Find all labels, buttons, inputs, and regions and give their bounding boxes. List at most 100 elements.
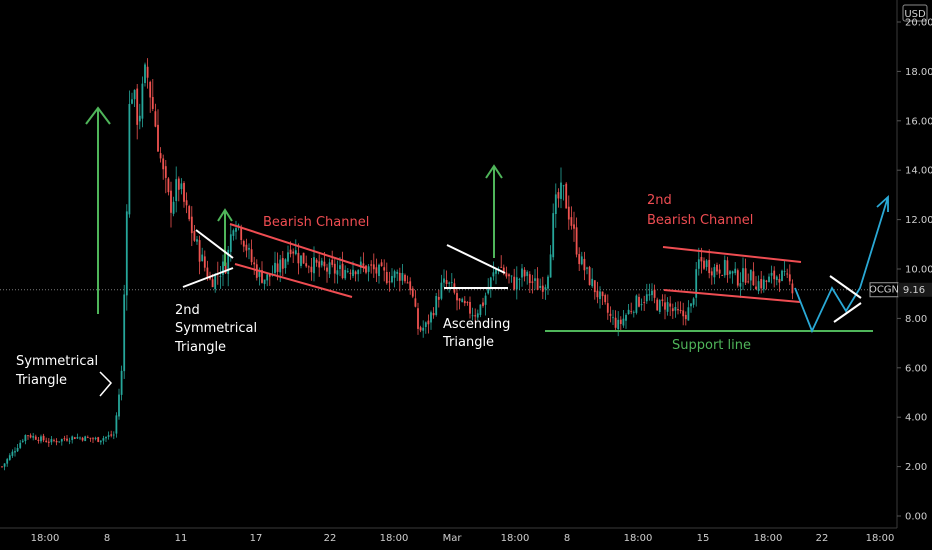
- last-price-label: 9.16: [903, 285, 925, 296]
- candle-body: [289, 249, 292, 255]
- candle-body: [149, 81, 152, 98]
- candle-body: [742, 268, 744, 282]
- annotation-ascending-triangle: Ascending Triangle: [442, 317, 515, 350]
- candle-body: [32, 436, 35, 438]
- candle-body: [268, 274, 271, 277]
- candle-body: [599, 291, 601, 300]
- candle-body: [638, 296, 640, 307]
- candle-body: [279, 259, 282, 273]
- candle-body: [131, 99, 133, 104]
- candle-body: [274, 262, 276, 273]
- x-tick-label: 22: [324, 533, 337, 544]
- candle-body: [339, 265, 341, 269]
- candle-body: [531, 281, 534, 283]
- candle-body: [786, 273, 789, 275]
- triangle-2: [182, 229, 234, 288]
- candle-body: [383, 267, 386, 271]
- candle-body: [721, 275, 724, 276]
- candle-body: [419, 327, 422, 331]
- currency-box[interactable]: USD: [902, 4, 928, 22]
- candle-body: [463, 300, 466, 304]
- x-tick-label: 18:00: [501, 533, 530, 544]
- x-tick-label: 18:00: [624, 533, 653, 544]
- candle-body: [37, 439, 40, 441]
- candle-body: [235, 228, 237, 232]
- candle-body: [318, 261, 321, 268]
- candle-body: [510, 275, 513, 277]
- candle-body: [378, 264, 380, 277]
- candle-body: [596, 290, 599, 298]
- candle-body: [1, 466, 3, 468]
- candle-body: [180, 183, 183, 190]
- candle-body: [669, 303, 672, 307]
- candle-body: [674, 307, 677, 311]
- ascending-triangle: [444, 244, 508, 289]
- candle-body: [593, 280, 596, 293]
- up-arrow-2: [217, 208, 233, 266]
- candle-body: [570, 217, 573, 226]
- candle-body: [586, 267, 588, 269]
- annotation-bearish-channel: Bearish Channel: [263, 215, 369, 230]
- candle-body: [424, 322, 427, 327]
- candle-body: [292, 251, 295, 254]
- candle-body: [443, 278, 445, 283]
- candle-body: [232, 230, 235, 236]
- drawings: [85, 106, 889, 397]
- candle-body: [138, 115, 141, 122]
- candle-body: [79, 437, 81, 439]
- candle-body: [482, 302, 484, 306]
- candle-body: [16, 448, 19, 452]
- candle-body: [29, 435, 32, 438]
- candle-body: [552, 213, 555, 258]
- candle-body: [765, 280, 768, 282]
- candle-body: [94, 437, 97, 439]
- candle-body: [632, 311, 635, 313]
- candle-body: [716, 264, 718, 272]
- candle-body: [643, 302, 646, 303]
- candle-body: [349, 272, 352, 274]
- candle-body: [692, 298, 695, 305]
- candle-body: [21, 440, 24, 442]
- candle-body: [560, 182, 562, 199]
- x-tick-label: 8: [104, 533, 110, 544]
- candle-body: [518, 279, 521, 280]
- candle-body: [53, 439, 55, 441]
- candle-body: [154, 111, 157, 127]
- candle-body: [40, 436, 42, 442]
- candle-body: [432, 312, 435, 316]
- candle-body: [614, 317, 617, 328]
- candle-body: [27, 435, 29, 437]
- candle-body: [575, 227, 578, 255]
- candle-body: [591, 278, 594, 287]
- candle-body: [549, 254, 552, 278]
- candle-body: [107, 435, 110, 437]
- candle-body: [718, 269, 721, 274]
- candle-body: [388, 281, 391, 283]
- candle-body: [783, 271, 786, 272]
- candle-body: [445, 280, 448, 284]
- candle-body: [601, 291, 604, 297]
- candle-body: [404, 274, 406, 282]
- candle-body: [105, 436, 107, 439]
- candle-body: [539, 286, 542, 288]
- x-tick-label: 15: [697, 533, 710, 544]
- candle-body: [744, 268, 747, 283]
- candle-body: [565, 183, 568, 209]
- candle-body: [175, 179, 178, 201]
- candle-body: [752, 271, 755, 286]
- candle-body: [406, 282, 409, 284]
- candle-body: [333, 263, 336, 274]
- candle-body: [409, 281, 412, 291]
- candle-body: [206, 267, 209, 279]
- price-tags: OCGN 9.16: [869, 282, 932, 298]
- candle-body: [68, 440, 71, 442]
- candle-body: [385, 271, 388, 284]
- candle-body: [417, 308, 419, 329]
- candle-body: [791, 283, 794, 294]
- candle-body: [170, 190, 172, 213]
- candle-body: [141, 83, 144, 119]
- candle-body: [747, 281, 750, 283]
- x-tick-label: 18:00: [380, 533, 409, 544]
